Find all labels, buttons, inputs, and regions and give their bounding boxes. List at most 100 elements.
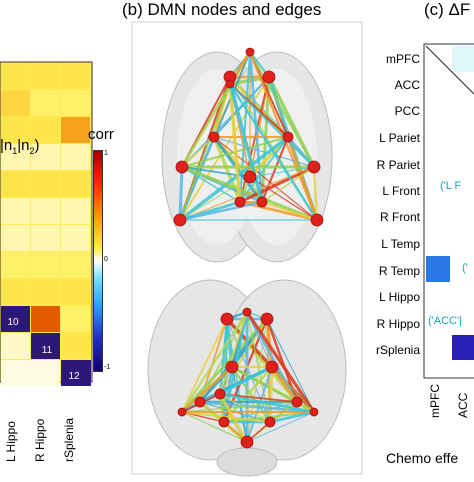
matrix-cell [61, 90, 90, 116]
c-row-label: L Hippo [379, 290, 420, 304]
colorbar-tick-minus1: -1 [104, 364, 111, 371]
network-edge [245, 311, 316, 413]
network-edge [239, 136, 289, 203]
diag-number-10: 10 [7, 317, 19, 328]
a-col-label-rsplenia: rSplenia [62, 417, 76, 462]
panel-b-title: (b) DMN nodes and edges [122, 0, 322, 19]
network-node [225, 360, 239, 374]
brain-top-view [161, 47, 333, 263]
network-edge [228, 83, 319, 221]
network-edge [179, 83, 231, 221]
network-edge [181, 83, 231, 168]
matrix-cell [31, 252, 60, 278]
colorbar [93, 150, 103, 372]
network-edge [261, 166, 315, 203]
c-row-label: PCC [394, 104, 420, 118]
matrix-cell [31, 144, 60, 170]
colorbar-title: corr [88, 126, 114, 143]
colorbar-tick-0: 0 [104, 256, 108, 263]
matrix-cell [61, 279, 90, 305]
matrix-cell [1, 90, 30, 116]
network-node [194, 396, 206, 408]
network-node [243, 170, 257, 184]
c-row-label: ACC [394, 78, 420, 92]
c-row-label: mPFC [386, 52, 420, 66]
matrix-cell [31, 225, 60, 251]
network-edge [312, 166, 319, 221]
diag-number-11: 11 [41, 345, 53, 356]
network-node [234, 196, 246, 208]
network-node [245, 47, 255, 57]
c-row-label: L Front [382, 184, 420, 198]
network-node [264, 416, 276, 428]
network-node [214, 388, 226, 400]
network-edge [246, 366, 273, 443]
c-row-label: R Hippo [376, 317, 420, 331]
matrix-cell [61, 252, 90, 278]
matrix-cell [1, 333, 30, 359]
network-node [262, 70, 276, 84]
c-row-label: R Temp [378, 264, 420, 278]
matrix-cell [61, 198, 90, 224]
network-edge [228, 83, 264, 203]
network-edge [219, 392, 315, 414]
network-edge [181, 411, 248, 443]
network-edge [218, 393, 249, 443]
matrix-cell [61, 117, 90, 143]
matrix-cell [1, 225, 30, 251]
c-caption: Chemo effe [386, 450, 459, 466]
network-edge [178, 135, 290, 222]
matrix-cell [31, 90, 60, 116]
network-edge [286, 136, 319, 221]
matrix-cell [1, 117, 30, 143]
c-row-label: L Pariet [379, 131, 420, 145]
c-row-label: R Pariet [376, 158, 420, 172]
network-edge [219, 393, 271, 423]
network-node [242, 307, 252, 317]
network-edge [249, 166, 315, 178]
network-node [256, 196, 268, 208]
network-node [310, 213, 324, 227]
network-edge [181, 401, 298, 413]
matrix-diag-cell [61, 360, 91, 386]
network-node [173, 213, 187, 227]
matrix-cell [61, 225, 90, 251]
network-edge [269, 410, 315, 424]
brain-figure [131, 21, 363, 477]
network-edge [248, 51, 264, 203]
matrix-diag-cell [31, 333, 60, 359]
panel-c-matrix [423, 43, 474, 379]
network-node [225, 79, 235, 89]
matrix-cell [31, 117, 60, 143]
network-edge [213, 136, 318, 221]
network-node [177, 407, 187, 417]
matrix-diag-cell [1, 306, 30, 332]
matrix-cell [61, 144, 90, 170]
c-col-label-acc: ACC [456, 392, 470, 418]
network-edge [199, 400, 315, 414]
network-edge [181, 318, 228, 413]
colorbar-tick-1: 1 [104, 150, 108, 157]
matrix-cell [61, 171, 90, 197]
network-node [309, 407, 319, 417]
matrix-cell [61, 63, 90, 89]
network-edge [178, 166, 184, 221]
network-edge [239, 165, 315, 204]
network-edge [249, 51, 315, 168]
network-edge [181, 311, 248, 413]
network-node [307, 160, 321, 174]
network-edge [261, 201, 318, 221]
matrix-cell [1, 198, 30, 224]
matrix-cell [31, 63, 60, 89]
panel-a-matrix [0, 61, 93, 386]
network-node [240, 435, 254, 449]
matrix-cell [1, 252, 30, 278]
network-edge [270, 366, 299, 403]
network-edge [271, 366, 315, 413]
c-row-label: rSplenia [375, 343, 420, 357]
matrix-cell [61, 333, 90, 359]
c-col-label-mpfc: mPFC [428, 384, 442, 418]
network-node [218, 416, 230, 428]
c-annotation-1: ('L F [440, 180, 462, 192]
matrix-cell [1, 171, 30, 197]
